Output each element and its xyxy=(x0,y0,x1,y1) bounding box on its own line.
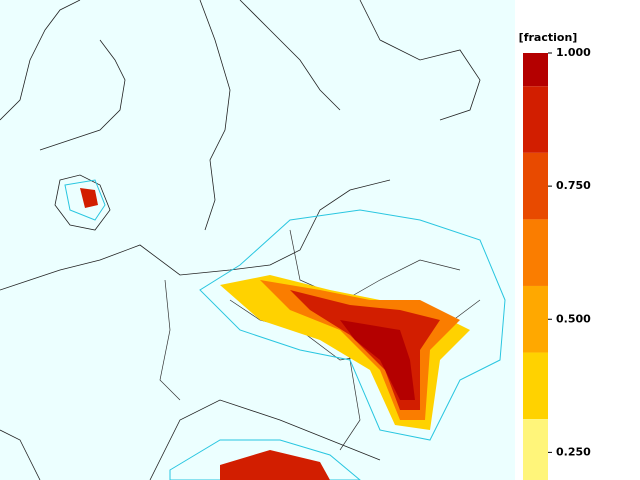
colorbar-band xyxy=(523,419,548,480)
colorbar-tick-label: 0.750 xyxy=(556,179,591,192)
coastline xyxy=(0,0,126,151)
map-background xyxy=(0,0,515,480)
colorbar-band xyxy=(523,219,548,286)
coastline xyxy=(0,399,381,480)
field-area xyxy=(220,450,330,480)
coastline xyxy=(199,0,481,231)
country-border xyxy=(159,229,481,451)
colorbar-band xyxy=(523,352,548,420)
colorbar-band xyxy=(523,285,548,353)
field-area xyxy=(80,188,98,208)
colorbar: 1.000 0.750 0.500 0.250 xyxy=(523,46,591,480)
colorbar-band xyxy=(523,152,548,220)
field-area xyxy=(64,179,106,221)
coastline xyxy=(0,179,391,291)
colorbar-band xyxy=(523,53,548,87)
colorbar-tick-label: 1.000 xyxy=(556,46,591,59)
field-area xyxy=(199,209,506,441)
field-area xyxy=(340,320,415,400)
map-land xyxy=(0,0,481,480)
colorbar-tick-label: 0.250 xyxy=(556,445,591,458)
colorbar-band xyxy=(523,86,548,153)
colorbar-tick-label: 0.500 xyxy=(556,312,591,325)
colorbar-label: [fraction] xyxy=(519,31,578,44)
fraction-field xyxy=(64,179,506,480)
coastline xyxy=(54,174,111,231)
field-area xyxy=(169,439,361,480)
